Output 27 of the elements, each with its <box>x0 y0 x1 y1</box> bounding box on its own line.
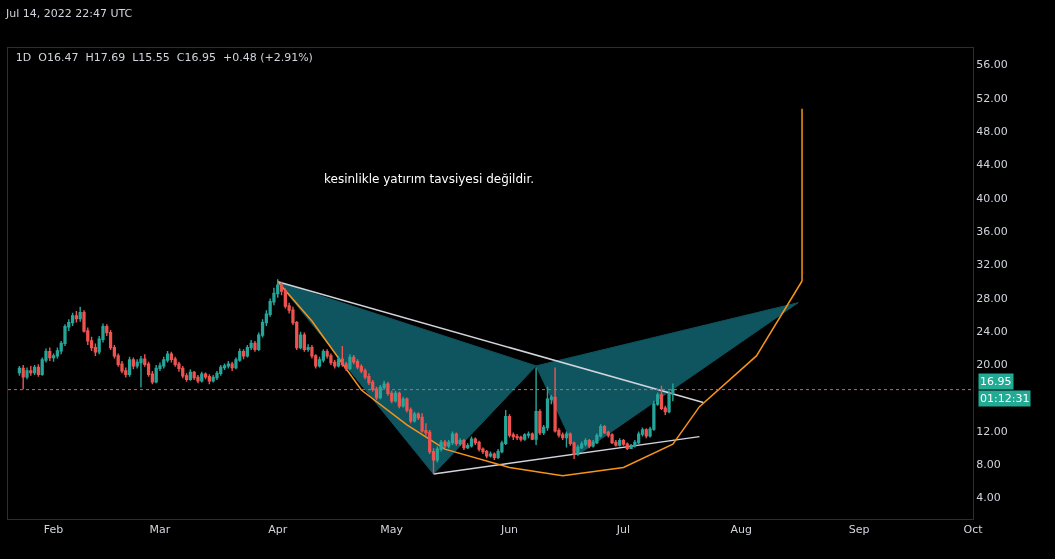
y-tick-label: 52.00 <box>976 91 1008 105</box>
y-tick-label: 40.00 <box>976 191 1008 205</box>
y-tick-label: 56.00 <box>976 58 1008 72</box>
x-tick-label: Aug <box>730 523 752 537</box>
x-tick-label: Mar <box>149 523 171 537</box>
ref-line-label: 16.95 <box>980 375 1012 388</box>
y-tick-label: 20.00 <box>976 358 1008 372</box>
x-tick-label: Jul <box>615 523 631 537</box>
y-tick-label: 12.00 <box>976 424 1008 438</box>
annotation: kesinlikle yatırım tavsiyesi değildir. <box>324 172 535 186</box>
y-tick-label: 32.00 <box>976 258 1008 272</box>
y-tick-label: 48.00 <box>976 125 1008 139</box>
chart-subtitle: Jul 14, 2022 22:47 UTC <box>5 7 133 20</box>
chart-title: 1D O16.47 H17.69 L15.55 C16.95 +0.48 (+2.91%) <box>15 50 313 64</box>
y-tick-label: 44.00 <box>976 158 1008 172</box>
x-tick-label: Feb <box>43 523 64 537</box>
y-tick-label: 36.00 <box>976 224 1008 238</box>
x-tick-label: Oct <box>963 523 984 537</box>
x-tick-label: Sep <box>848 523 870 537</box>
x-tick-label: May <box>380 523 404 537</box>
y-tick-label: 24.00 <box>976 324 1008 338</box>
y-tick-label: 4.00 <box>976 491 1001 505</box>
y-tick-label: 8.00 <box>976 457 1001 471</box>
y-tick-label: 28.00 <box>976 291 1008 305</box>
text: 01:12:31 <box>980 392 1030 405</box>
x-tick-label: Jun <box>499 523 519 537</box>
x-tick-label: Apr <box>268 523 288 537</box>
